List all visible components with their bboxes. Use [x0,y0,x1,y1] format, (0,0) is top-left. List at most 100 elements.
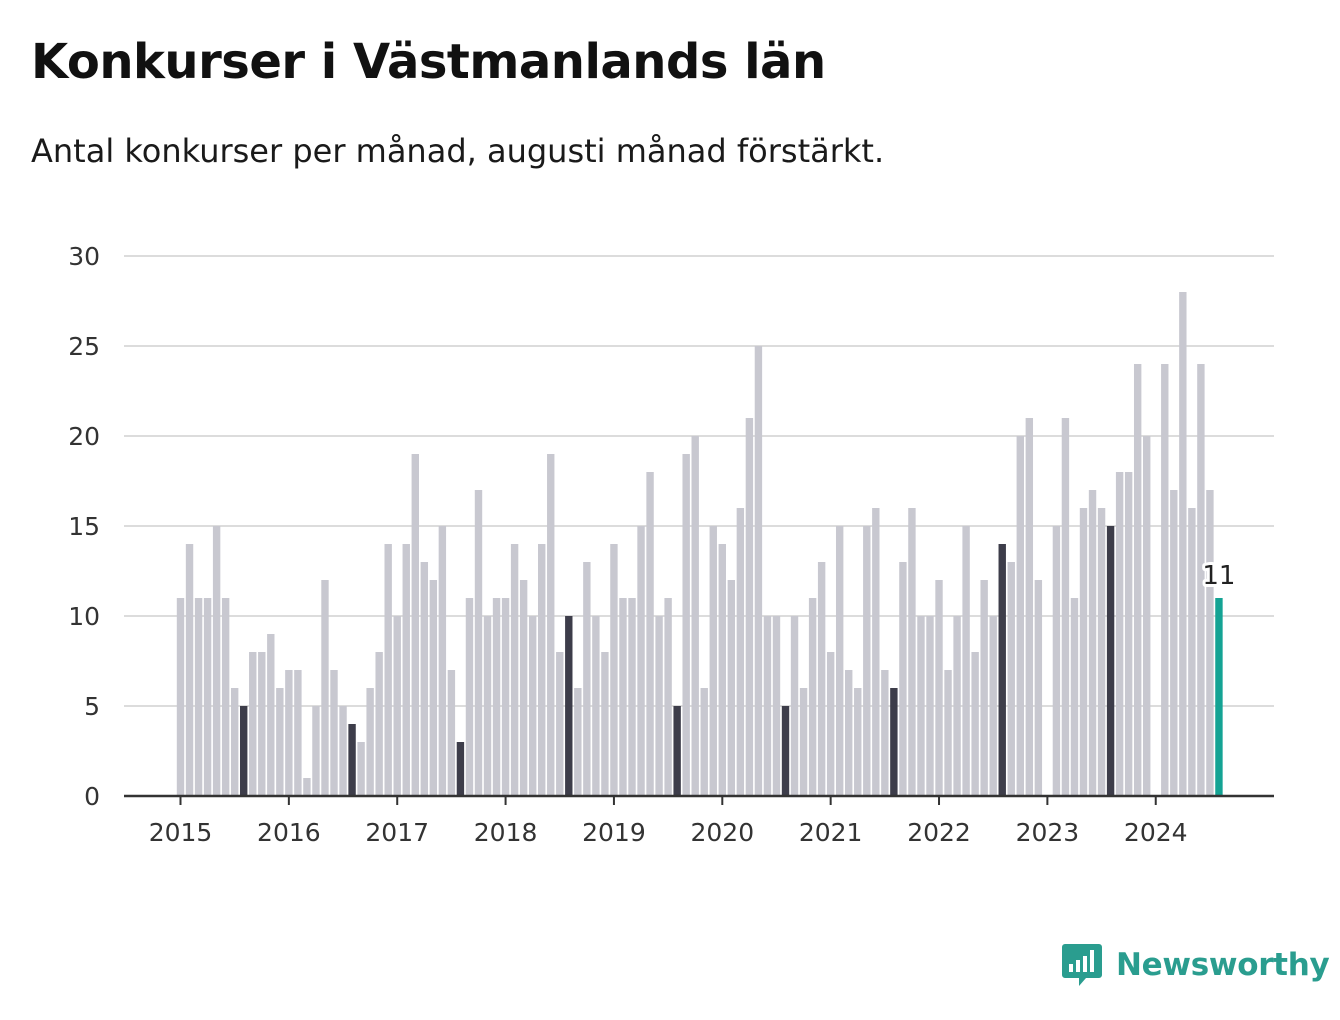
bar [763,616,772,796]
bar [528,616,537,796]
bar [465,598,474,796]
x-tick-label: 2017 [365,818,429,847]
bar [1206,490,1214,796]
chart-subtitle: Antal konkurser per månad, augusti månad… [31,132,885,170]
bar [438,526,447,796]
bar [935,580,943,796]
bar [1197,364,1205,796]
bar [727,580,736,796]
bar [718,544,726,796]
bar [664,598,672,796]
bar [583,562,591,796]
bar [1088,490,1097,796]
bar [646,472,654,796]
y-tick-label: 25 [68,332,100,361]
bar [375,652,383,796]
bar [321,580,329,796]
bar [303,778,311,796]
bar-chart-speech-bubble-icon [1062,944,1102,986]
bar [962,526,970,796]
x-tick-label: 2015 [149,818,213,847]
bar [384,544,392,796]
bar [1143,436,1151,796]
bar [1052,526,1061,796]
bar [447,670,456,796]
bar [339,706,347,796]
y-tick-label: 20 [68,422,100,451]
bar [357,742,365,796]
bar [736,508,745,796]
bar [971,652,979,796]
bar [700,688,708,796]
bar [1007,562,1015,796]
bar [366,688,374,796]
bar [1025,418,1034,796]
bar [267,634,275,796]
bar [556,652,564,796]
bar [258,652,266,796]
bar [944,670,952,796]
bar [474,490,483,796]
x-tick-label: 2019 [582,818,646,847]
bar [565,616,573,796]
x-tick-label: 2021 [799,818,863,847]
bar [1097,508,1106,796]
bar [917,616,925,796]
bar [1106,526,1115,796]
bar [194,598,203,796]
chart-title: Konkurser i Västmanlands län [31,34,826,90]
x-tick-label: 2018 [474,818,538,847]
bar [799,688,808,796]
bar [872,508,880,796]
bar [637,526,645,796]
bar [176,598,185,796]
bar [628,598,636,796]
bar [1061,418,1070,796]
bars [176,292,1223,796]
bar [881,670,889,796]
bar [519,580,528,796]
bar [574,688,582,796]
bar [312,706,320,796]
bar [230,688,239,796]
bar [294,670,302,796]
bar [240,706,248,796]
bar [619,598,627,796]
bar [547,454,555,796]
bar [908,508,916,796]
bar [926,616,934,796]
bar [411,454,419,796]
bar [835,526,844,796]
bar [393,616,401,796]
bar-chart: 0 5 10 15 20 25 30 2015 2016 2017 2018 2019 2020 2021… [68,242,1274,847]
bar [1070,598,1079,796]
bar [890,688,898,796]
bar [348,724,356,796]
bar [673,706,681,796]
x-tick-label: 2020 [690,818,754,847]
bar [854,688,862,796]
bar [953,616,961,796]
bar [610,544,618,796]
bar [1188,508,1196,796]
x-tick-label: 2024 [1124,818,1188,847]
bar [1124,472,1133,796]
bar [212,526,221,796]
bar [285,670,293,796]
bar [998,544,1006,796]
bar [1034,580,1043,796]
x-tick-label: 2023 [1016,818,1080,847]
bar [249,652,257,796]
latest-value-label: 11 [1202,561,1235,591]
bar [845,670,853,796]
y-tick-label: 15 [68,512,100,541]
bar [402,544,410,796]
bar [501,598,510,796]
bar [492,598,501,796]
bar [1115,472,1124,796]
bar [817,562,826,796]
bar [655,616,663,796]
brand-logo[interactable]: Newsworthy [1062,940,1330,990]
bar [1016,436,1024,796]
bar [745,418,754,796]
